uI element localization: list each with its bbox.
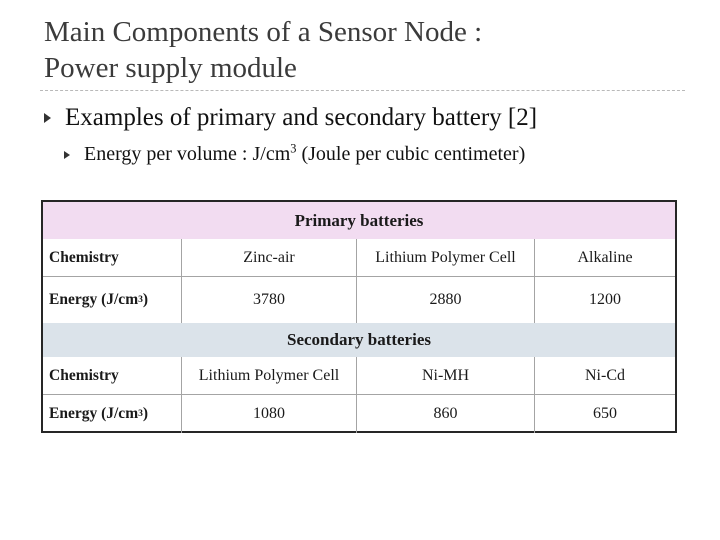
table-cell: 1200 bbox=[589, 291, 621, 308]
bullet-level-2-prefix: Energy per volume : J/cm bbox=[84, 143, 291, 165]
battery-table: Primary batteries Chemistry Zinc-air Lit… bbox=[41, 200, 677, 433]
secondary-batteries-header: Secondary batteries bbox=[43, 323, 675, 357]
bullet-level-2-text: Energy per volume : J/cm3 (Joule per cub… bbox=[84, 141, 526, 166]
table-cell: Lithium Polymer Cell bbox=[182, 357, 357, 395]
table-cell: 650 bbox=[593, 405, 617, 422]
slide-title-line-1: Main Components of a Sensor Node : bbox=[44, 16, 483, 48]
bullet-level-2-suffix: (Joule per cubic centimeter) bbox=[296, 143, 526, 165]
table-row: Energy (J/cm 3) 3780 2880 1200 bbox=[43, 277, 675, 323]
energy-label-suffix: ) bbox=[142, 405, 149, 422]
table-cell: Ni-Cd bbox=[535, 357, 675, 395]
bullet-level-1: Examples of primary and secondary batter… bbox=[44, 104, 537, 132]
energy-label-prefix: Energy (J/cm bbox=[49, 405, 139, 422]
table-cell: 2880 bbox=[357, 277, 535, 323]
energy-label-prefix: Energy (J/cm bbox=[49, 291, 139, 308]
energy-label: Energy (J/cm 3) bbox=[43, 277, 182, 323]
bullet-level-2: Energy per volume : J/cm3 (Joule per cub… bbox=[64, 141, 526, 166]
primary-batteries-header: Primary batteries bbox=[43, 202, 675, 239]
table-cell: 860 bbox=[357, 395, 535, 433]
bullet-level-1-text: Examples of primary and secondary batter… bbox=[65, 104, 538, 131]
table-row: Chemistry Lithium Polymer Cell Ni-MH Ni-… bbox=[43, 357, 675, 395]
bullet-arrow-icon bbox=[64, 150, 70, 159]
energy-label: Energy (J/cm 3) bbox=[43, 395, 182, 433]
table-cell: Alkaline bbox=[535, 239, 675, 277]
table-cell: Lithium Polymer Cell bbox=[357, 239, 535, 277]
table-cell: 3780 bbox=[182, 277, 357, 323]
chemistry-label: Chemistry bbox=[43, 357, 182, 395]
table-cell: 1080 bbox=[182, 395, 357, 433]
energy-label-suffix: ) bbox=[142, 291, 149, 308]
title-divider bbox=[40, 90, 685, 91]
table-row: Energy (J/cm 3) 1080 860 650 bbox=[43, 395, 675, 433]
chemistry-label: Chemistry bbox=[43, 239, 182, 277]
slide-title-line-2: Power supply module bbox=[44, 52, 297, 84]
slide-title: Main Components of a Sensor Node : Power… bbox=[44, 14, 684, 86]
table-cell: Ni-MH bbox=[357, 357, 535, 395]
table-cell: Zinc-air bbox=[182, 239, 357, 277]
bullet-level-2-superscript: 3 bbox=[290, 141, 297, 156]
bullet-arrow-icon bbox=[44, 113, 51, 123]
table-row: Chemistry Zinc-air Lithium Polymer Cell … bbox=[43, 239, 675, 277]
